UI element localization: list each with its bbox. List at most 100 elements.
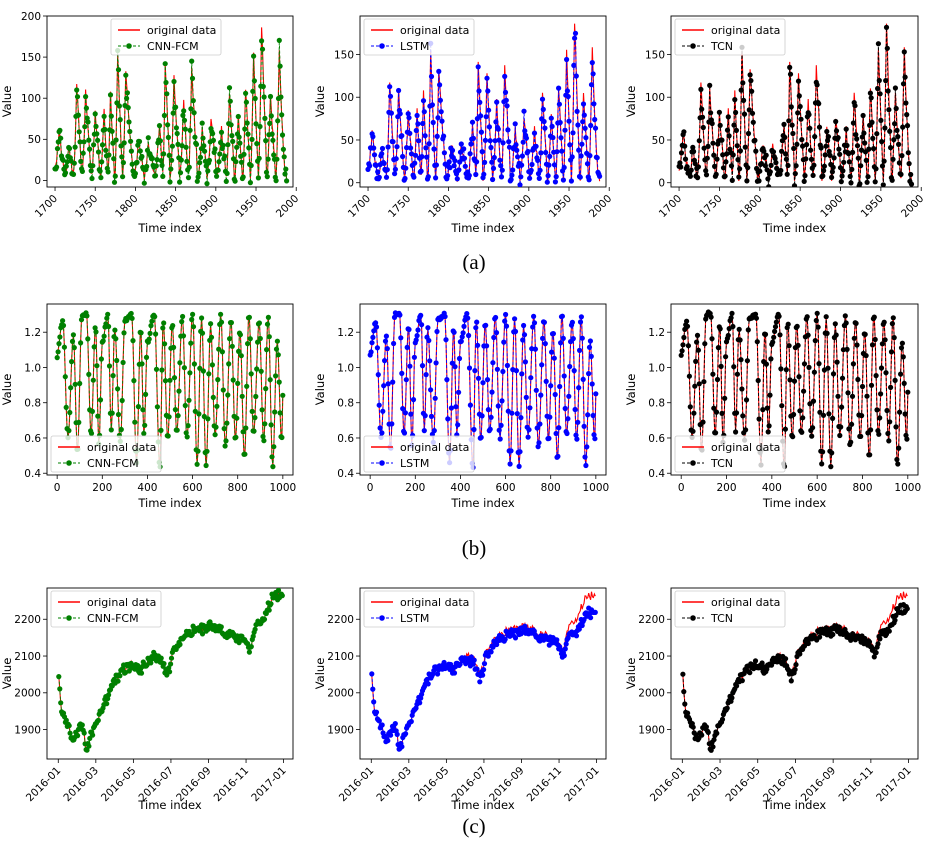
data-point bbox=[391, 340, 397, 347]
data-point bbox=[859, 413, 865, 419]
data-point bbox=[419, 154, 425, 160]
data-point bbox=[502, 318, 508, 324]
y-tick-label: 1900 bbox=[14, 724, 41, 736]
data-point bbox=[710, 744, 716, 750]
data-point bbox=[528, 167, 534, 173]
data-point bbox=[185, 423, 191, 429]
data-point bbox=[717, 326, 723, 332]
data-point bbox=[528, 375, 534, 381]
data-point bbox=[810, 172, 816, 178]
data-point bbox=[816, 361, 822, 367]
data-point bbox=[874, 131, 880, 137]
data-point bbox=[499, 167, 505, 173]
data-point bbox=[783, 656, 789, 662]
data-point bbox=[214, 403, 220, 409]
data-point bbox=[255, 339, 261, 345]
y-tick-label: 0.8 bbox=[337, 398, 354, 410]
data-point bbox=[474, 319, 480, 325]
data-point bbox=[737, 166, 743, 172]
data-point bbox=[897, 409, 903, 415]
data-point bbox=[479, 413, 485, 419]
data-point bbox=[816, 124, 823, 130]
data-point bbox=[436, 68, 442, 74]
y-tick-label: 50 bbox=[652, 135, 665, 147]
data-point bbox=[728, 163, 735, 169]
data-point bbox=[123, 72, 129, 78]
data-point bbox=[561, 164, 567, 171]
data-point bbox=[523, 394, 529, 400]
data-point bbox=[878, 117, 884, 123]
data-point bbox=[192, 408, 198, 414]
data-point bbox=[801, 388, 807, 394]
data-point bbox=[491, 154, 497, 161]
data-point bbox=[787, 71, 794, 77]
data-point bbox=[418, 312, 424, 318]
data-point bbox=[502, 89, 509, 95]
legend-label-original: original data bbox=[147, 24, 216, 37]
data-point bbox=[130, 338, 136, 344]
data-point bbox=[166, 414, 172, 420]
data-point bbox=[884, 45, 890, 51]
data-point bbox=[98, 356, 104, 362]
data-point bbox=[890, 156, 896, 162]
y-tick-label: 2200 bbox=[14, 614, 41, 626]
data-point bbox=[388, 732, 394, 738]
data-point bbox=[831, 155, 837, 161]
data-point bbox=[694, 332, 701, 338]
data-point bbox=[184, 158, 190, 164]
data-point bbox=[592, 125, 599, 131]
data-point bbox=[854, 342, 860, 348]
y-tick-label: 0 bbox=[34, 175, 41, 187]
legend-label-original: original data bbox=[711, 24, 780, 37]
data-point bbox=[722, 395, 728, 401]
data-point bbox=[549, 349, 555, 355]
data-point bbox=[265, 156, 271, 162]
data-point bbox=[726, 133, 732, 139]
data-point bbox=[814, 310, 820, 316]
data-point bbox=[875, 641, 881, 647]
data-point bbox=[810, 398, 817, 404]
data-point bbox=[905, 150, 911, 156]
data-point bbox=[225, 392, 231, 398]
panel-b-tcn: 0 200 400 600 800 1000 0.4 0.6 0.8 1.0 1.2 Time ind… bbox=[624, 303, 921, 510]
data-point bbox=[58, 700, 64, 706]
data-point bbox=[69, 338, 76, 344]
data-point bbox=[252, 626, 258, 633]
data-point bbox=[128, 310, 134, 317]
data-point bbox=[708, 314, 714, 320]
data-point bbox=[520, 337, 526, 343]
data-point bbox=[872, 179, 878, 185]
data-point bbox=[799, 137, 805, 143]
data-point bbox=[91, 142, 97, 148]
data-point bbox=[424, 154, 430, 160]
data-point bbox=[492, 138, 498, 144]
data-point bbox=[212, 146, 218, 152]
data-point bbox=[405, 111, 411, 117]
data-point bbox=[811, 369, 818, 375]
data-point bbox=[839, 173, 845, 179]
data-point bbox=[763, 361, 770, 367]
series-tcn-markers bbox=[676, 24, 915, 187]
data-point bbox=[219, 349, 225, 355]
data-point bbox=[586, 344, 593, 350]
data-point bbox=[434, 328, 440, 335]
data-point bbox=[730, 323, 736, 330]
data-point bbox=[591, 101, 597, 107]
x-tick-label: 2016-11 bbox=[836, 765, 876, 805]
data-point bbox=[195, 174, 201, 180]
data-point bbox=[232, 178, 238, 184]
x-tick-label: 1700 bbox=[657, 193, 684, 220]
data-point bbox=[101, 333, 107, 339]
legend-marker-model bbox=[379, 460, 385, 466]
data-point bbox=[157, 138, 163, 144]
data-point bbox=[218, 319, 225, 325]
caption-a: (a) bbox=[462, 250, 486, 274]
data-point bbox=[878, 391, 884, 397]
data-point bbox=[759, 660, 765, 666]
data-point bbox=[515, 154, 521, 160]
data-point bbox=[435, 115, 441, 121]
data-point bbox=[245, 131, 251, 137]
data-point bbox=[833, 118, 839, 125]
data-point bbox=[252, 95, 258, 102]
data-point bbox=[190, 324, 197, 330]
